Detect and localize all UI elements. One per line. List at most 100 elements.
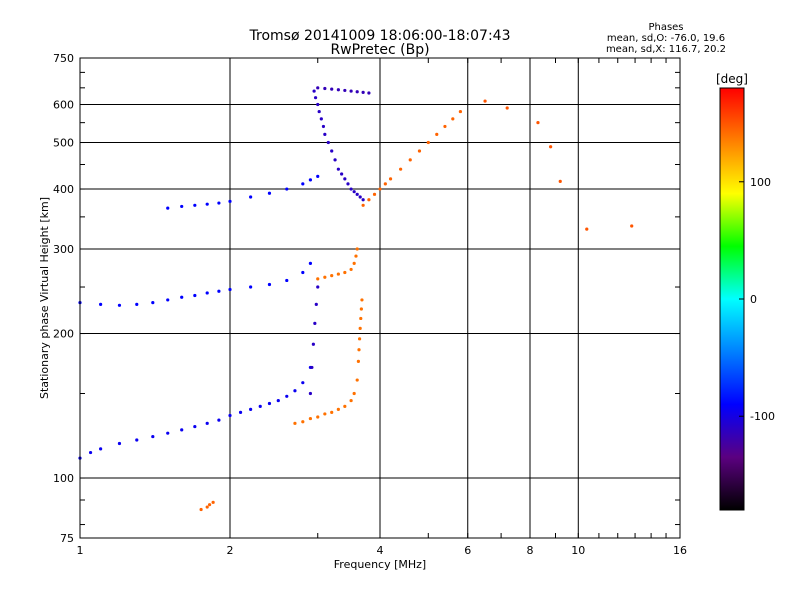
data-point	[630, 224, 634, 228]
y-tick-label: 500	[53, 137, 74, 150]
data-point	[228, 413, 232, 418]
data-point	[258, 404, 262, 409]
data-point	[228, 287, 232, 292]
data-point	[336, 272, 340, 276]
data-point	[117, 303, 122, 307]
data-point	[316, 102, 320, 107]
data-point	[549, 145, 553, 149]
data-point	[408, 158, 412, 162]
data-point	[193, 203, 197, 207]
data-point	[343, 404, 347, 409]
data-point	[99, 302, 103, 307]
data-point	[536, 121, 540, 125]
data-point	[228, 199, 232, 203]
data-point	[355, 247, 359, 251]
y-tick-label: 100	[53, 472, 74, 485]
data-point	[367, 198, 371, 202]
data-point	[333, 158, 337, 162]
data-point	[316, 277, 320, 281]
data-point	[313, 321, 317, 325]
x-tick-label: 10	[571, 544, 585, 557]
data-point	[349, 267, 353, 272]
data-point	[349, 89, 353, 93]
data-point	[308, 391, 313, 396]
data-point	[458, 109, 463, 114]
data-point	[330, 87, 334, 91]
data-point	[166, 431, 170, 435]
data-point	[285, 394, 289, 398]
data-point	[135, 438, 139, 442]
data-point	[361, 90, 365, 94]
data-point	[483, 99, 487, 103]
data-point	[352, 391, 356, 396]
data-point	[285, 278, 289, 283]
data-point	[249, 407, 253, 411]
data-point	[346, 182, 350, 186]
data-point	[443, 124, 447, 129]
data-point	[308, 416, 313, 421]
data-point	[166, 206, 170, 210]
data-point	[336, 88, 340, 92]
data-point	[301, 420, 305, 424]
data-point	[88, 450, 93, 455]
data-point	[135, 302, 139, 307]
data-point	[207, 503, 212, 507]
data-point	[343, 270, 347, 275]
data-point	[426, 140, 430, 145]
data-point	[340, 172, 344, 176]
x-tick-label: 6	[464, 544, 471, 557]
data-point	[321, 124, 326, 129]
data-point	[293, 421, 297, 425]
data-point	[355, 192, 359, 196]
data-point	[313, 96, 318, 100]
colorbar-tick-label: 0	[750, 293, 757, 306]
data-point	[585, 227, 589, 231]
data-point	[378, 187, 382, 191]
data-point	[355, 90, 359, 94]
data-point	[311, 342, 315, 346]
x-tick-label: 8	[527, 544, 534, 557]
data-point	[193, 424, 197, 429]
data-point	[205, 505, 209, 509]
data-point	[301, 381, 305, 385]
data-point	[312, 89, 316, 93]
y-tick-label: 300	[53, 243, 74, 256]
y-tick-label: 75	[60, 532, 74, 545]
data-point	[267, 401, 272, 406]
data-point	[505, 106, 509, 110]
data-point	[319, 117, 323, 121]
data-point	[349, 187, 353, 191]
data-point	[361, 203, 365, 207]
data-point	[352, 261, 356, 265]
data-point	[316, 415, 320, 419]
y-tick-label: 400	[53, 183, 74, 196]
data-point	[383, 182, 387, 186]
data-point	[558, 179, 562, 183]
data-point	[343, 88, 347, 93]
data-point	[314, 302, 318, 307]
data-point	[217, 289, 221, 293]
data-point	[330, 149, 334, 153]
data-point	[330, 410, 334, 415]
data-point	[316, 86, 320, 90]
data-point	[180, 428, 184, 432]
data-point	[354, 254, 358, 258]
data-point	[356, 359, 360, 363]
data-point	[330, 274, 334, 278]
x-axis-label: Frequency [MHz]	[334, 558, 426, 571]
data-point	[343, 177, 347, 181]
data-point	[336, 407, 340, 411]
data-point	[99, 447, 103, 451]
data-point	[308, 261, 313, 265]
data-point	[166, 298, 170, 302]
data-point	[358, 195, 362, 199]
data-point	[336, 167, 340, 171]
data-point	[361, 198, 365, 202]
data-point	[267, 282, 272, 287]
x-tick-label: 16	[673, 544, 687, 557]
data-point	[293, 389, 297, 393]
data-point	[249, 195, 253, 199]
data-point	[399, 167, 403, 171]
x-tick-label: 2	[227, 544, 234, 557]
data-point	[451, 117, 455, 121]
